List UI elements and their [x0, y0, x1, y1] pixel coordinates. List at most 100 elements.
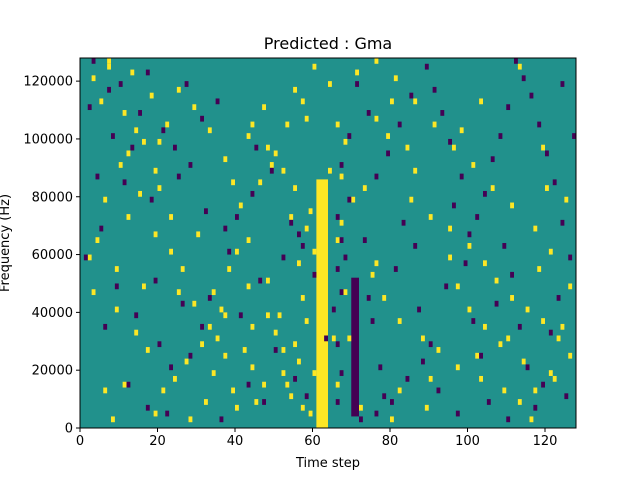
heatmap-cell-low [107, 86, 111, 93]
heatmap-cell-high [134, 127, 139, 134]
heatmap-cell-high [339, 219, 344, 226]
heatmap-cell-high [242, 347, 247, 353]
heatmap-cell-low [339, 237, 344, 243]
heatmap-cell-high [471, 162, 476, 168]
heatmap-cell-low [475, 214, 480, 220]
heatmap-cell-high [374, 115, 379, 122]
heatmap-cell-high [122, 381, 127, 388]
heatmap-cell-high [335, 237, 340, 243]
heatmap-cell-high [266, 312, 270, 319]
heatmap-cell-low [471, 318, 476, 324]
heatmap-cell-low [145, 69, 150, 76]
heatmap-cell-high [153, 167, 158, 174]
heatmap-cell-high [211, 289, 216, 296]
heatmap-cell-low [149, 196, 154, 203]
heatmap-cell-high [541, 144, 545, 151]
heatmap-cell-low [428, 341, 433, 348]
heatmap-cell-high [145, 347, 150, 353]
heatmap-cell-high [118, 162, 123, 168]
heatmap-cell-high [219, 306, 224, 313]
y-tick-label: 40000 [32, 306, 73, 321]
heatmap-cell-low [510, 271, 514, 278]
heatmap-cell-high [304, 318, 309, 324]
heatmap-cell-high [192, 300, 197, 307]
heatmap-cell-high [289, 393, 294, 400]
heatmap-cells [80, 58, 576, 428]
heatmap-cell-high [157, 185, 162, 191]
heatmap-cell-high [281, 167, 286, 174]
heatmap-cell-high [223, 352, 228, 359]
heatmap-cell-low [335, 214, 340, 220]
heatmap-cell-high [211, 370, 216, 376]
heatmap-cell-high [223, 312, 228, 319]
heatmap-cell-low [300, 243, 305, 249]
heatmap-cell-high [246, 283, 251, 290]
heatmap-cell-high [370, 271, 375, 278]
heatmap-cell-low [359, 416, 363, 423]
heatmap-cell-low [111, 133, 115, 139]
heatmap-cell-high [95, 237, 100, 243]
heatmap-cell-high [502, 387, 507, 394]
heatmap-cell-high [510, 295, 514, 301]
heatmap-cell-high [207, 127, 212, 134]
heatmap-cell-high [432, 121, 437, 128]
heatmap-cell-high [176, 289, 181, 296]
heatmap-cell-low [297, 231, 301, 238]
heatmap-cell-low [91, 58, 96, 64]
heatmap-cell-low [176, 173, 181, 180]
heatmap-cell-low [223, 225, 228, 232]
heatmap-cell-high [467, 243, 472, 249]
heatmap-cell-high [99, 98, 104, 105]
heatmap-cell-high [448, 225, 452, 232]
heatmap-cell-high [293, 86, 297, 93]
heatmap-cell-low [180, 300, 185, 307]
heatmap-cell-low [506, 104, 511, 111]
heatmap-cell-low [118, 81, 123, 87]
heatmap-cell-low [401, 219, 406, 226]
heatmap-cell-low [467, 231, 472, 238]
x-tick-label: 100 [455, 434, 480, 449]
heatmap-cell-low [153, 277, 158, 284]
heatmap-cell-high [421, 335, 425, 342]
heatmap-cell-low [355, 81, 359, 87]
heatmap-cell-high [297, 358, 301, 365]
heatmap-cell-high [165, 121, 170, 128]
heatmap-cell-low [556, 295, 561, 301]
heatmap-cell-high [467, 306, 472, 313]
heatmap-cell-low [134, 312, 139, 319]
heatmap-cell-high [169, 214, 173, 220]
heatmap-cell-high [126, 214, 131, 220]
heatmap-cell-high [335, 121, 340, 128]
heatmap-cell-high [413, 167, 418, 174]
heatmap-cell-high [188, 416, 193, 423]
heatmap-cell-high [545, 185, 549, 191]
heatmap-cell-high [459, 127, 464, 134]
heatmap-cell-high [142, 138, 146, 145]
heatmap-cell-high [157, 138, 162, 145]
heatmap-cell-low [269, 167, 274, 174]
heatmap-cell-high [103, 387, 108, 394]
heatmap-cell-high [149, 92, 154, 99]
x-axis: 0 20 40 60 80 100 120 [76, 428, 557, 449]
heatmap-cell-low [506, 416, 511, 423]
y-tick-label: 120000 [23, 75, 73, 90]
heatmap-cell-high [231, 387, 235, 394]
heatmap-cell-high [207, 323, 212, 330]
heatmap-cell-high [262, 381, 266, 388]
heatmap-cell-high [517, 63, 522, 70]
heatmap-cell-high [91, 75, 96, 82]
heatmap-cell-low [494, 300, 499, 307]
heatmap-cell-high [126, 150, 131, 157]
x-tick-label: 20 [149, 434, 166, 449]
heatmap-cell-high [238, 202, 243, 209]
heatmap-cell-high [483, 260, 487, 267]
heatmap-cell-high [254, 399, 259, 405]
heatmap-cell-high [393, 75, 398, 82]
heatmap-cell-high [328, 167, 332, 174]
heatmap-cell-high [328, 81, 332, 87]
heatmap-cell-low [393, 266, 398, 272]
heatmap-cell-high [475, 352, 480, 359]
heatmap-cell-high [517, 399, 522, 405]
heatmap-cell-high [424, 404, 429, 411]
heatmap-cell-low [169, 364, 173, 371]
